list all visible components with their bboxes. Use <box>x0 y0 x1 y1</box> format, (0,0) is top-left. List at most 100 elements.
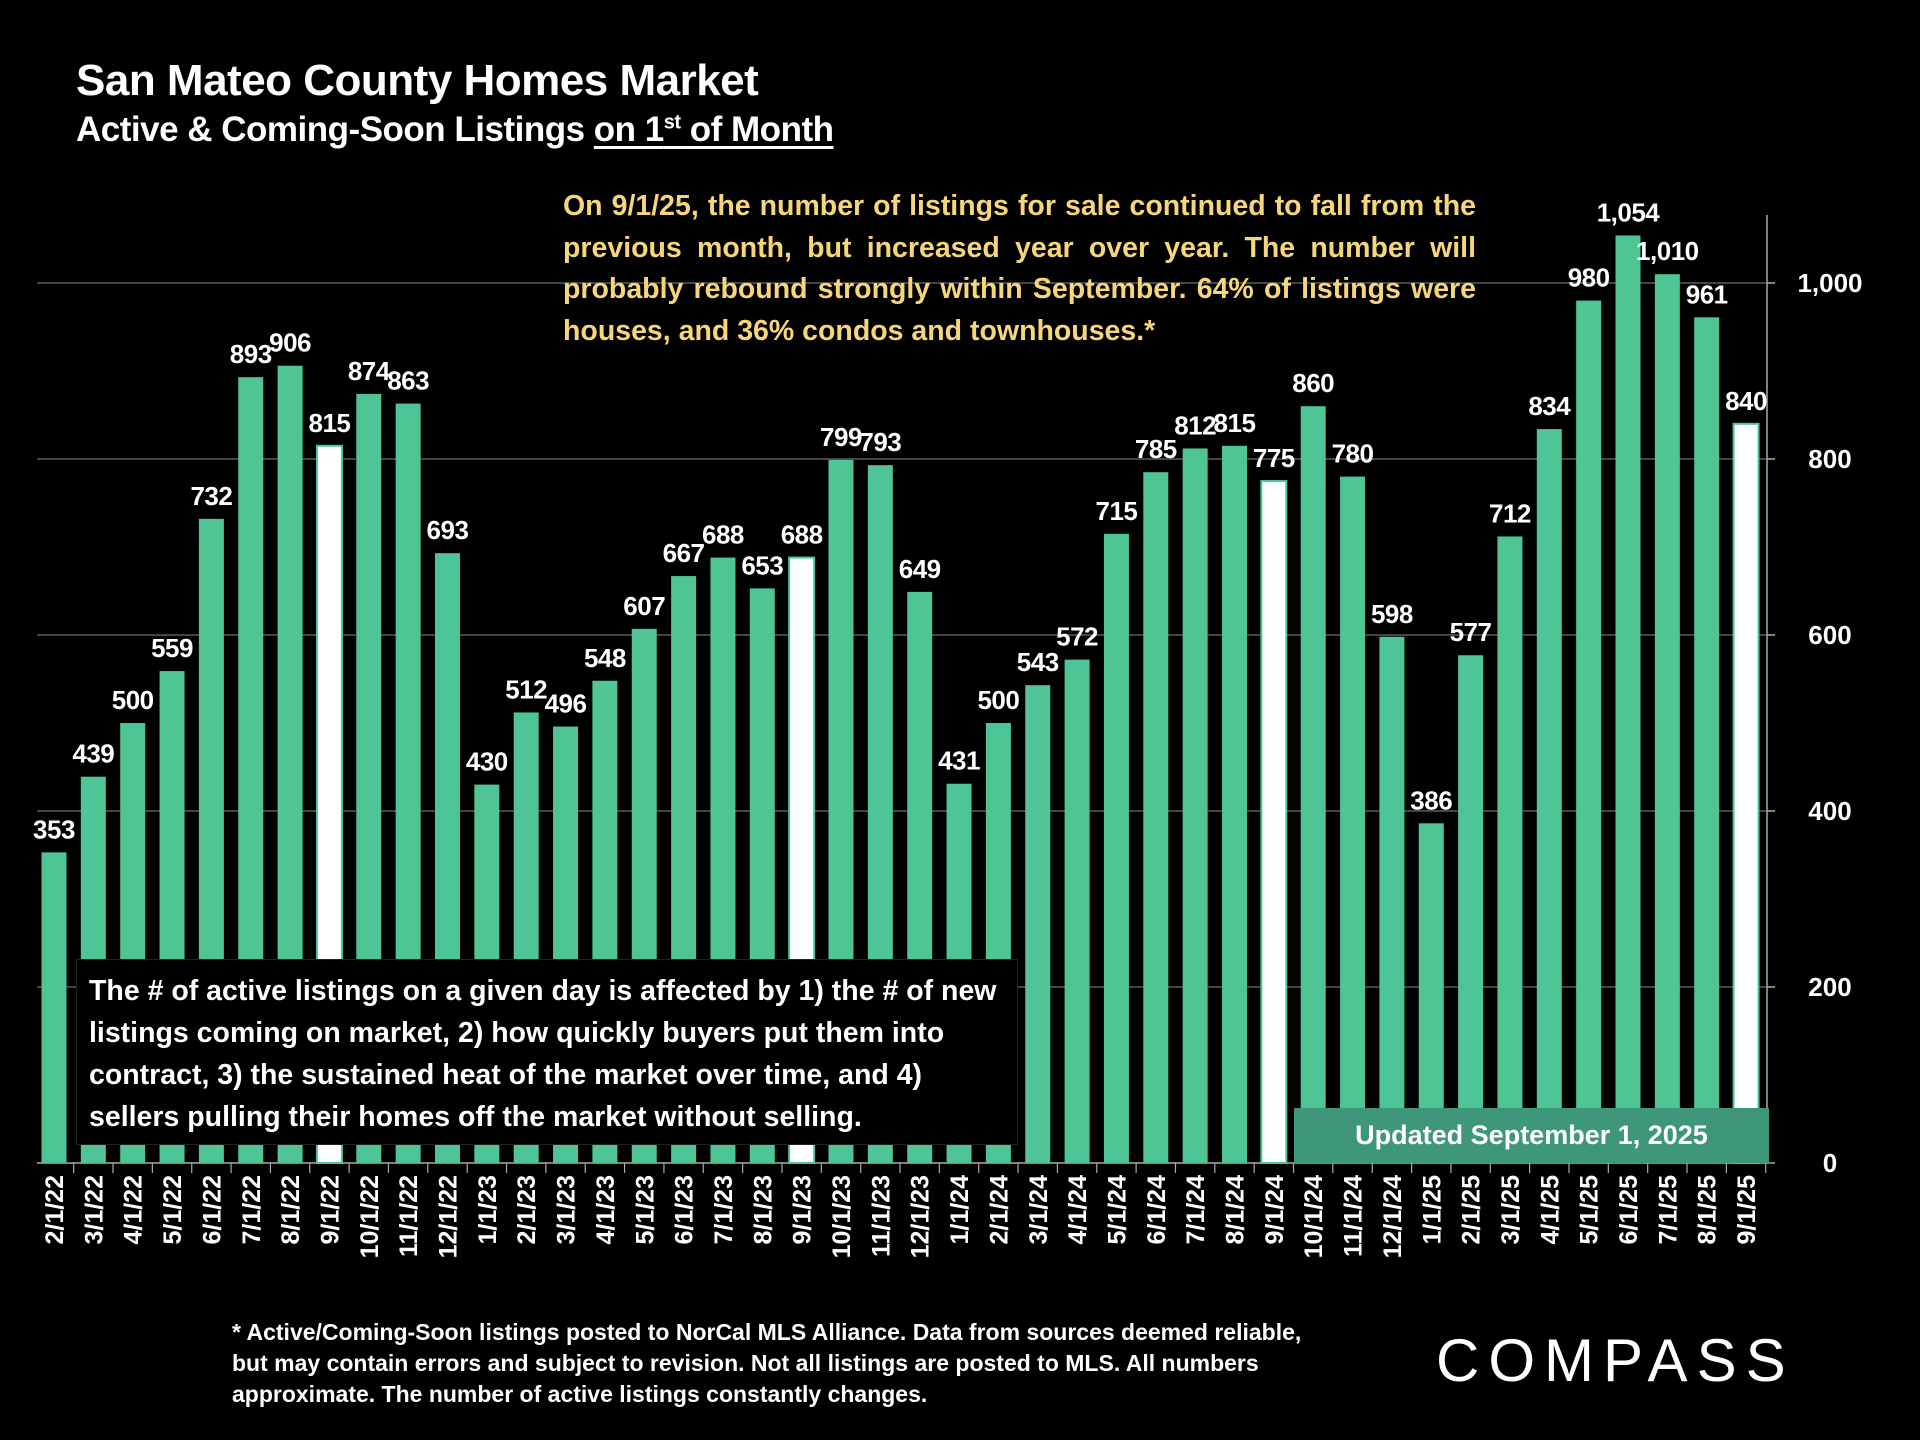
bar <box>1379 636 1405 1163</box>
x-tick-label: 8/1/25 <box>1694 1175 1722 1245</box>
bar <box>1694 317 1720 1163</box>
x-tick-label: 10/1/23 <box>828 1175 856 1258</box>
data-label: 812 <box>1174 410 1216 440</box>
chart-title: San Mateo County Homes Market <box>76 56 759 105</box>
bar <box>1222 445 1247 1163</box>
x-tick-label: 2/1/25 <box>1458 1175 1486 1245</box>
data-label: 712 <box>1489 498 1531 528</box>
bar <box>1654 274 1680 1163</box>
data-label: 548 <box>584 643 626 673</box>
data-label: 693 <box>427 515 469 545</box>
subtitle-text: Active & Coming-Soon Listings <box>76 110 594 149</box>
data-label: 732 <box>190 481 232 511</box>
data-label: 793 <box>859 427 901 457</box>
data-label: 799 <box>820 422 862 452</box>
x-tick-label: 7/1/24 <box>1182 1175 1210 1245</box>
bar <box>1300 406 1326 1163</box>
bar <box>1536 429 1562 1164</box>
data-label: 667 <box>663 538 705 568</box>
x-tick-label: 2/1/23 <box>513 1175 541 1245</box>
data-label: 906 <box>269 328 311 358</box>
data-label: 874 <box>348 356 391 386</box>
data-label: 607 <box>623 591 665 621</box>
x-tick-label: 6/1/23 <box>671 1175 699 1245</box>
x-tick-label: 4/1/25 <box>1536 1175 1564 1245</box>
bar <box>1103 533 1129 1163</box>
x-tick-label: 5/1/22 <box>159 1175 187 1245</box>
data-label: 653 <box>741 550 783 580</box>
x-tick-label: 5/1/24 <box>1103 1175 1131 1245</box>
data-label: 559 <box>151 633 193 663</box>
data-label: 980 <box>1568 263 1610 293</box>
x-tick-label: 3/1/24 <box>1025 1175 1053 1245</box>
data-label: 815 <box>1214 408 1256 438</box>
x-tick-label: 5/1/25 <box>1576 1175 1604 1245</box>
x-tick-label: 4/1/24 <box>1064 1175 1092 1245</box>
data-label: 780 <box>1332 439 1374 469</box>
x-tick-label: 3/1/23 <box>553 1175 581 1245</box>
x-tick-label: 7/1/25 <box>1654 1175 1682 1245</box>
x-tick-label: 12/1/24 <box>1379 1175 1407 1259</box>
bar <box>1732 422 1760 1164</box>
bar <box>1340 476 1366 1164</box>
explanation-note: The # of active listings on a given day … <box>76 959 1018 1145</box>
updated-badge: Updated September 1, 2025 <box>1294 1108 1769 1163</box>
bar <box>1576 300 1602 1164</box>
data-label: 775 <box>1253 443 1295 473</box>
x-tick-label: 11/1/22 <box>395 1175 423 1257</box>
data-label: 512 <box>505 674 547 704</box>
x-tick-label: 9/1/22 <box>316 1175 344 1245</box>
bar <box>1182 448 1208 1163</box>
x-tick-label: 10/1/22 <box>356 1175 384 1258</box>
x-tick-label: 12/1/22 <box>435 1175 463 1258</box>
data-label: 353 <box>33 814 75 844</box>
data-label: 785 <box>1135 434 1177 464</box>
y-tick-label: 400 <box>1808 796 1851 826</box>
x-tick-label: 8/1/23 <box>749 1175 777 1245</box>
x-tick-label: 5/1/23 <box>631 1175 659 1245</box>
bar <box>1615 235 1641 1164</box>
data-label: 1,010 <box>1636 236 1699 266</box>
x-tick-label: 10/1/24 <box>1300 1175 1328 1259</box>
bar <box>1260 480 1288 1164</box>
x-tick-label: 12/1/23 <box>907 1175 935 1258</box>
bar <box>1497 536 1523 1163</box>
y-tick-label: 0 <box>1823 1148 1837 1178</box>
data-label: 496 <box>545 689 587 719</box>
subtitle-on-1: on 1 <box>593 110 664 149</box>
x-tick-label: 8/1/24 <box>1222 1175 1250 1245</box>
x-tick-label: 9/1/23 <box>789 1175 817 1245</box>
data-label: 500 <box>977 685 1019 715</box>
data-label: 688 <box>702 520 744 550</box>
data-label: 893 <box>230 339 272 369</box>
data-label: 715 <box>1096 496 1138 526</box>
bar <box>41 852 67 1163</box>
bar <box>1143 472 1169 1163</box>
x-tick-label: 3/1/25 <box>1497 1175 1525 1245</box>
data-label: 815 <box>309 408 351 438</box>
data-label: 688 <box>781 520 823 550</box>
bar <box>1418 823 1444 1163</box>
y-tick-label: 1,000 <box>1797 268 1862 298</box>
x-tick-label: 9/1/24 <box>1261 1175 1289 1245</box>
y-tick-label: 800 <box>1808 444 1851 474</box>
subtitle-of-month: of Month <box>680 110 834 149</box>
subtitle-underlined: on 1st of Month <box>594 110 834 149</box>
data-label: 500 <box>112 685 154 715</box>
x-tick-label: 8/1/22 <box>277 1175 305 1245</box>
x-tick-label: 2/1/22 <box>41 1175 69 1245</box>
commentary-note: On 9/1/25, the number of listings for sa… <box>563 190 1476 347</box>
x-tick-label: 6/1/22 <box>198 1175 226 1245</box>
footnote: * Active/Coming-Soon listings posted to … <box>232 1319 1302 1407</box>
x-tick-label: 4/1/22 <box>120 1175 148 1245</box>
data-label: 1,054 <box>1597 197 1661 227</box>
bar <box>1458 655 1484 1163</box>
data-label: 840 <box>1725 386 1767 416</box>
data-label: 860 <box>1292 368 1334 398</box>
x-tick-label: 9/1/25 <box>1733 1175 1761 1245</box>
x-tick-label: 4/1/23 <box>592 1175 620 1245</box>
y-tick-label: 200 <box>1808 972 1851 1002</box>
chart-subtitle: Active & Coming-Soon Listings on 1st of … <box>76 110 834 150</box>
x-tick-label: 2/1/24 <box>985 1175 1013 1245</box>
bar <box>1064 659 1090 1163</box>
